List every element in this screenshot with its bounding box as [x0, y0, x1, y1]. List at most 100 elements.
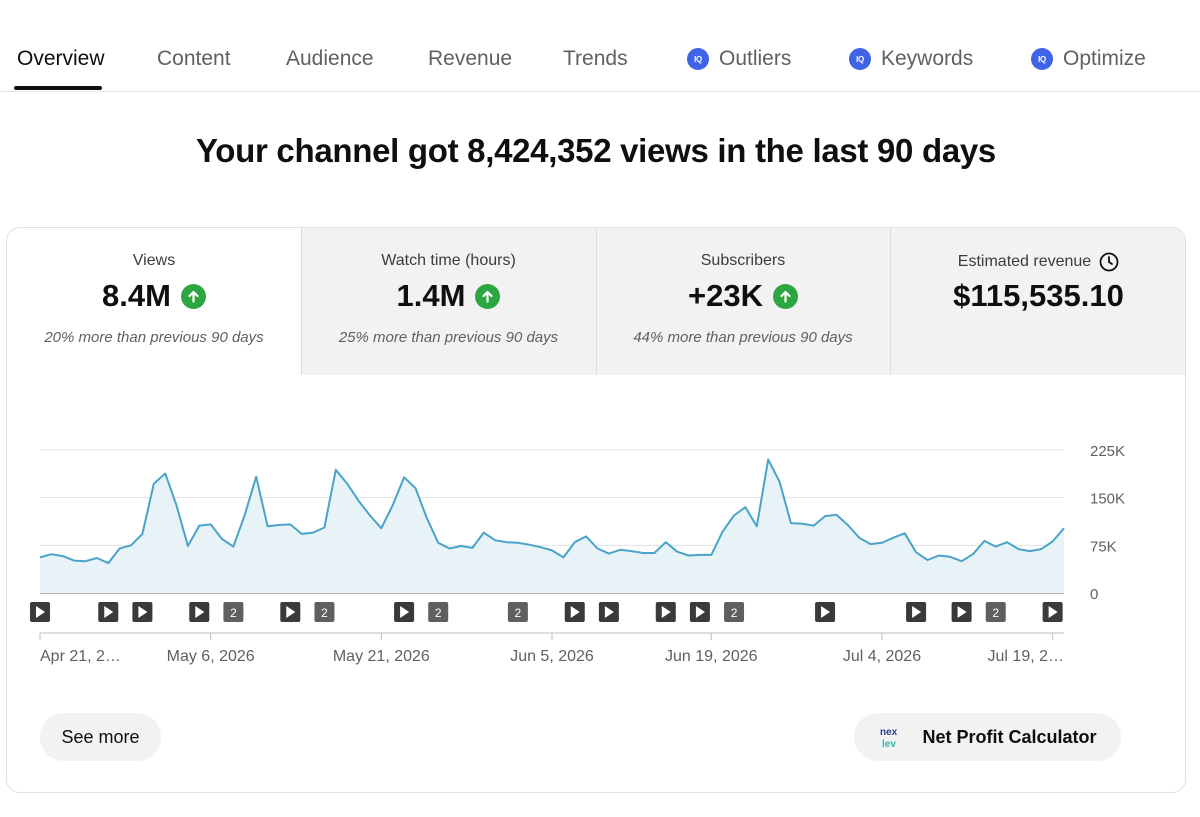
multi-upload-marker[interactable] — [724, 602, 745, 622]
views-data-point[interactable] — [993, 544, 998, 549]
views-data-point[interactable] — [754, 524, 759, 529]
views-data-point[interactable] — [231, 544, 236, 549]
views-data-point[interactable] — [697, 552, 702, 557]
views-data-point[interactable] — [1016, 547, 1021, 552]
views-data-point[interactable] — [322, 525, 327, 530]
views-data-point[interactable] — [49, 552, 54, 557]
views-data-point[interactable] — [220, 537, 225, 542]
multi-upload-marker[interactable] — [314, 602, 335, 622]
views-data-point[interactable] — [686, 553, 691, 558]
views-data-point[interactable] — [743, 505, 748, 510]
views-data-point[interactable] — [436, 540, 441, 545]
tab-audience[interactable]: Audience — [286, 44, 374, 74]
views-data-point[interactable] — [800, 521, 805, 526]
views-data-point[interactable] — [1050, 539, 1055, 544]
metric-tab-views[interactable]: Views 8.4M 20% more than previous 90 days — [7, 228, 301, 375]
views-data-point[interactable] — [390, 503, 395, 508]
views-data-point[interactable] — [527, 542, 532, 547]
tab-overview[interactable]: Overview — [17, 44, 105, 74]
multi-upload-marker[interactable] — [428, 602, 449, 622]
views-data-point[interactable] — [94, 556, 99, 561]
views-data-point[interactable] — [891, 535, 896, 540]
views-data-point[interactable] — [629, 549, 634, 554]
views-data-point[interactable] — [72, 558, 77, 563]
views-data-point[interactable] — [368, 513, 373, 518]
views-data-point[interactable] — [163, 471, 168, 476]
see-more-button[interactable]: See more — [40, 713, 161, 761]
views-data-point[interactable] — [276, 523, 281, 528]
views-data-point[interactable] — [732, 513, 737, 518]
views-data-point[interactable] — [470, 545, 475, 550]
views-data-point[interactable] — [265, 524, 270, 529]
views-data-point[interactable] — [663, 540, 668, 545]
views-data-point[interactable] — [880, 540, 885, 545]
views-data-point[interactable] — [60, 554, 65, 559]
views-data-point[interactable] — [561, 555, 566, 560]
views-data-point[interactable] — [504, 540, 509, 545]
views-data-point[interactable] — [675, 549, 680, 554]
views-data-point[interactable] — [811, 523, 816, 528]
views-data-point[interactable] — [208, 522, 213, 527]
views-data-point[interactable] — [402, 475, 407, 480]
views-data-point[interactable] — [823, 514, 828, 519]
views-data-point[interactable] — [788, 521, 793, 526]
net-profit-calculator-button[interactable]: nex lev Net Profit Calculator — [854, 713, 1121, 761]
views-data-point[interactable] — [174, 503, 179, 508]
views-data-point[interactable] — [493, 538, 498, 543]
views-data-point[interactable] — [481, 530, 486, 535]
multi-upload-marker[interactable] — [507, 602, 528, 622]
views-data-point[interactable] — [936, 553, 941, 558]
views-data-point[interactable] — [129, 543, 134, 548]
views-data-point[interactable] — [140, 531, 145, 536]
views-data-point[interactable] — [1005, 540, 1010, 545]
views-data-point[interactable] — [333, 467, 338, 472]
views-data-point[interactable] — [845, 523, 850, 528]
views-data-point[interactable] — [197, 523, 202, 528]
views-data-point[interactable] — [379, 526, 384, 531]
views-data-point[interactable] — [709, 552, 714, 557]
multi-upload-marker[interactable] — [985, 602, 1006, 622]
views-data-point[interactable] — [117, 546, 122, 551]
clock-icon[interactable] — [1099, 252, 1119, 272]
views-data-point[interactable] — [720, 529, 725, 534]
views-data-point[interactable] — [959, 559, 964, 564]
views-data-point[interactable] — [106, 561, 111, 566]
views-data-point[interactable] — [459, 544, 464, 549]
metric-tab-watch-time-hours[interactable]: Watch time (hours) 1.4M 25% more than prev… — [301, 228, 596, 375]
views-data-point[interactable] — [868, 542, 873, 547]
views-data-point[interactable] — [572, 540, 577, 545]
views-data-point[interactable] — [424, 516, 429, 521]
metric-tab-estimated-revenue[interactable]: Estimated revenue $115,535.10 — [890, 228, 1185, 375]
views-data-point[interactable] — [288, 522, 293, 527]
views-data-point[interactable] — [356, 498, 361, 503]
views-data-point[interactable] — [185, 544, 190, 549]
views-data-point[interactable] — [606, 551, 611, 556]
views-data-point[interactable] — [311, 530, 316, 535]
views-data-point[interactable] — [914, 550, 919, 555]
views-data-point[interactable] — [447, 546, 452, 551]
multi-upload-marker[interactable] — [223, 602, 244, 622]
views-data-point[interactable] — [857, 535, 862, 540]
views-data-point[interactable] — [834, 512, 839, 517]
views-data-point[interactable] — [652, 551, 657, 556]
views-data-point[interactable] — [641, 551, 646, 556]
views-data-point[interactable] — [538, 545, 543, 550]
views-data-point[interactable] — [1062, 526, 1067, 531]
views-data-point[interactable] — [413, 486, 418, 491]
views-data-point[interactable] — [151, 481, 156, 486]
tab-trends[interactable]: Trends — [563, 44, 628, 74]
views-data-point[interactable] — [550, 548, 555, 553]
views-data-point[interactable] — [925, 558, 930, 563]
tab-content[interactable]: Content — [157, 44, 231, 74]
views-data-point[interactable] — [584, 534, 589, 539]
views-data-point[interactable] — [777, 479, 782, 484]
views-data-point[interactable] — [982, 538, 987, 543]
views-data-point[interactable] — [254, 474, 259, 479]
views-data-point[interactable] — [1027, 549, 1032, 554]
views-data-point[interactable] — [299, 531, 304, 536]
tab-keywords[interactable]: IQ Keywords — [849, 44, 973, 74]
views-data-point[interactable] — [242, 512, 247, 517]
views-data-point[interactable] — [595, 546, 600, 551]
views-data-point[interactable] — [1039, 547, 1044, 552]
tab-optimize[interactable]: IQ Optimize — [1031, 44, 1146, 74]
